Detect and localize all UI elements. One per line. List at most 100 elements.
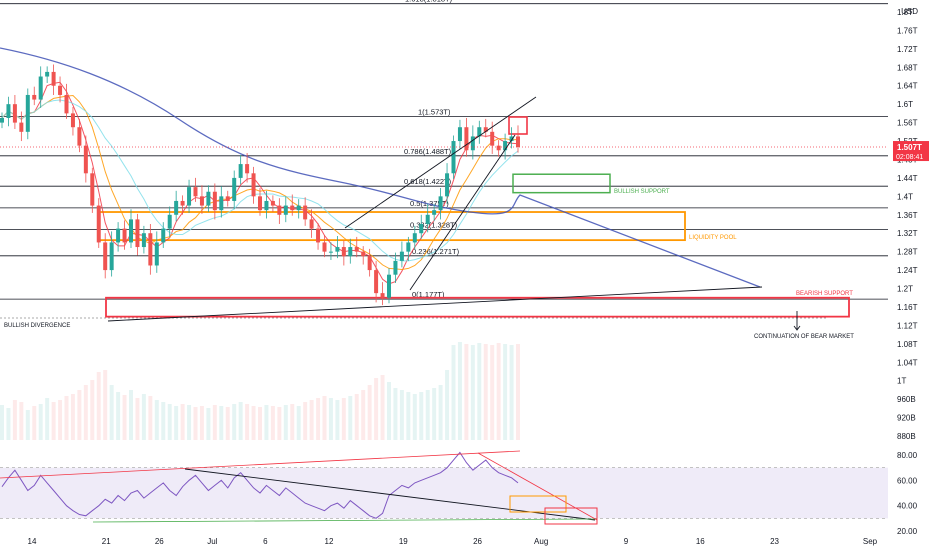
candle-body [25,94,30,132]
volume-bar [470,345,475,440]
volume-bar [387,382,391,440]
candle-body [328,251,333,253]
candle-body [490,131,495,146]
trendlines [107,96,801,331]
price-tick-label: 880B [897,432,916,441]
candle-body [432,210,437,215]
candle-body [380,293,385,298]
price-tick-label: 960B [897,395,916,404]
price-tick-label: 1.28T [897,248,918,257]
time-tick-label: 26 [155,537,164,546]
price-tick-label: 1.08T [897,340,918,349]
candle-body [425,214,430,224]
candle-body [83,145,88,174]
volume-bar [419,392,424,440]
fib-label: 1.618(1.818T) [405,0,453,4]
time-tick-label: Sep [863,537,878,546]
rsi-red-box [544,507,598,525]
rsi-red-trendline [477,452,598,521]
price-tick-label: 1.24T [897,266,918,275]
volume-bar [174,406,179,440]
candle-body [341,247,346,257]
candle-body [232,177,237,201]
volume-bar [328,398,333,440]
time-tick-label: 14 [28,537,37,546]
candle-body [6,104,11,118]
price-tick-label: 1.56T [897,119,918,128]
candle-body [264,200,269,211]
candle-body [283,205,288,215]
volume-bar [393,388,398,440]
volume-bar [464,344,469,440]
volume-bar [290,404,295,440]
candles [0,64,520,306]
volume-bar [374,378,379,440]
volume-bar [406,392,411,440]
candle-body [509,136,514,142]
volume-bar [90,380,95,440]
candle-body [477,127,482,137]
volume-bar [457,342,462,440]
volume-bar [96,372,101,440]
volume-bar [199,406,204,440]
candle-body [516,136,520,148]
candle-body [290,205,295,211]
candle-body [12,104,17,123]
volume-bar [77,390,82,440]
candle-body [219,196,224,211]
candle-body [135,219,140,248]
candle-body [116,228,121,243]
volume-bar [509,345,514,440]
fib-label: 0.382(1.328T) [410,221,458,230]
volume-bar [354,394,359,440]
bullish-support-label: BULLISH SUPPORT [614,189,670,195]
price-tick-label: 1.4T [897,192,913,201]
candle-body [58,85,63,95]
moving-average-line [0,47,761,288]
candle-body [51,71,56,86]
time-tick-label: Aug [534,537,548,546]
wedge-lower-line [409,134,516,291]
volume-bar [348,396,353,440]
fib-label: 0(1.177T) [412,290,445,299]
volume-bar [251,406,256,440]
volume-bar [380,375,385,440]
price-tick-label: 1.16T [897,303,918,312]
volume-bar [187,405,192,440]
moving-average-line [1,81,519,285]
volume-bar [219,406,224,440]
volume-bar [283,405,288,440]
volume-bar [206,408,211,440]
time-tick-label: 16 [696,537,705,546]
candle-body [451,141,456,174]
bullish-divergence-label: BULLISH DIVERGENCE [4,323,70,329]
volume-bar [70,394,75,440]
fib-label: 0.5(1.375T) [410,199,449,208]
volume-bar [12,400,17,440]
candle-body [225,196,230,201]
volume-bar [432,388,437,440]
last-price-label: 1.507T [897,143,922,152]
time-tick-label: Jul [207,537,217,546]
fib-retracement: 1.618(1.818T) 1(1.573T) 0.786(1.488T) 0.618… [0,0,888,319]
volume-bar [19,402,24,440]
wedge-upper-line [344,96,537,229]
last-price-tag [893,141,929,162]
candle-body [251,173,256,197]
candle-body [303,205,308,220]
volume-bar [148,396,153,440]
volume-bar [451,345,456,440]
volume-bar [161,402,166,440]
rsi-band-fill [0,467,888,519]
candle-body [438,196,443,211]
candle-body [141,233,146,248]
candle-body [348,247,353,257]
price-tick-label: 1.72T [897,45,918,54]
candle-body [335,247,340,252]
bearish-support-label: BEARISH SUPPORT [796,291,853,297]
rsi-tick-label: 20.00 [897,527,918,536]
volume-bar [341,398,346,440]
price-tick-label: 920B [897,414,916,423]
